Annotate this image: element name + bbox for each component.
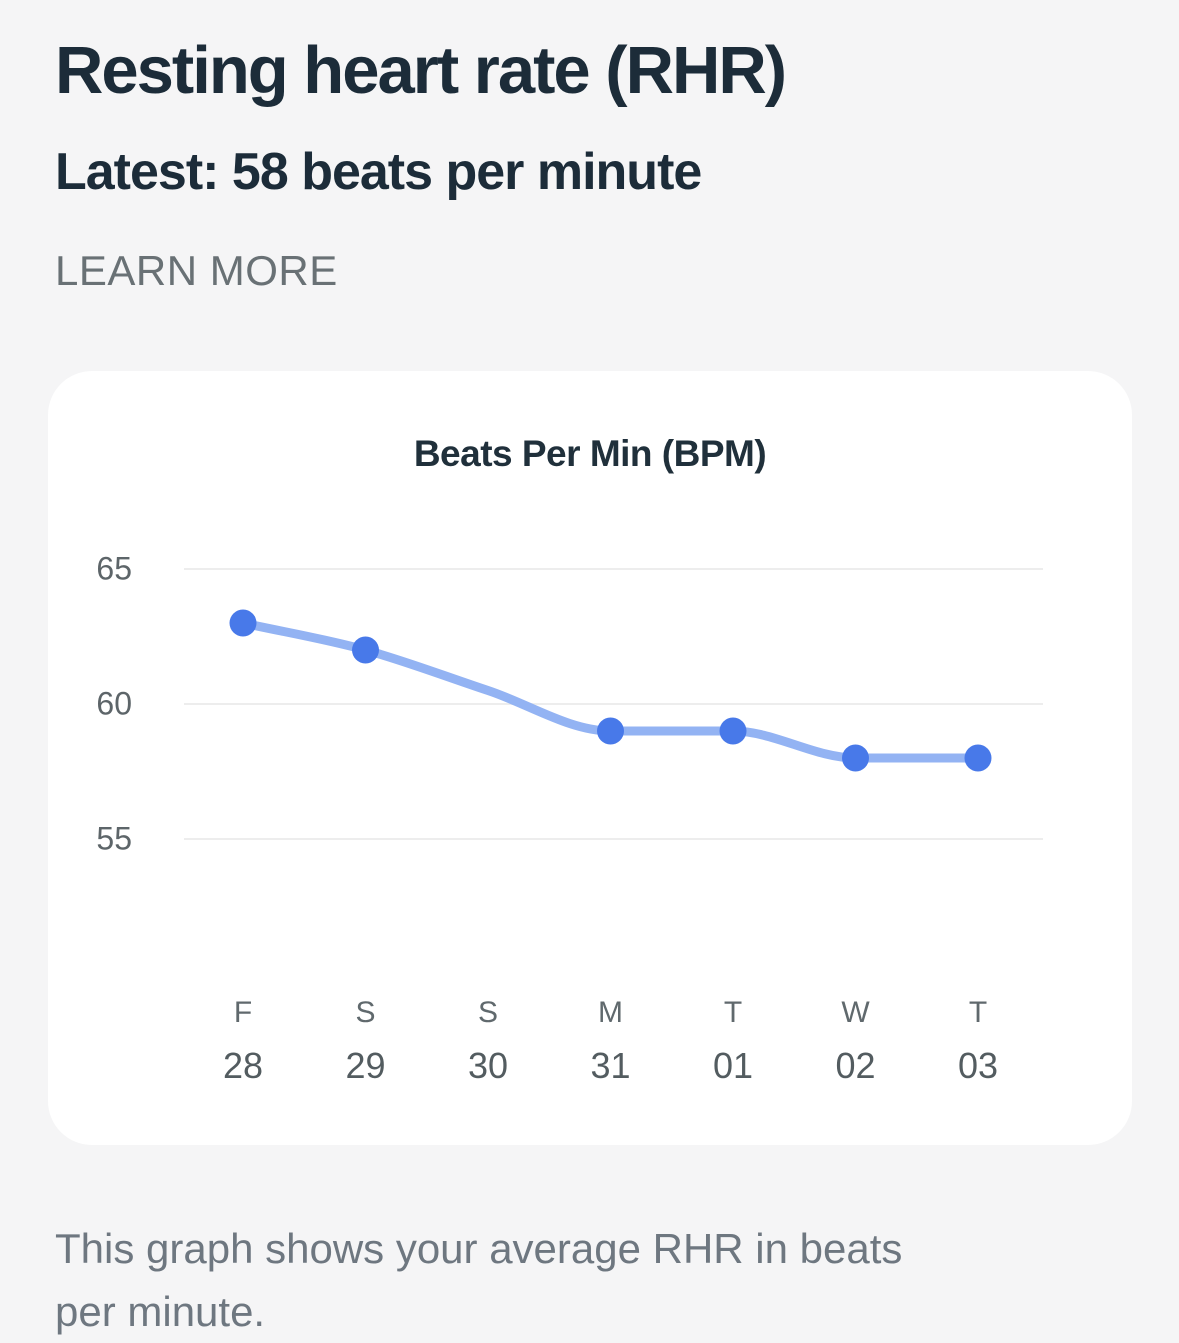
x-tick-day-letter: M [598,995,623,1029]
x-axis-tick-label: S 30 [433,993,543,1089]
x-tick-date: 30 [467,1044,509,1086]
data-point-marker[interactable] [719,717,747,745]
x-tick-day-letter: T [968,995,988,1029]
y-axis-tick-label: 65 [96,550,132,587]
y-axis-tick-label: 60 [96,685,132,722]
data-point-marker[interactable] [229,609,257,637]
x-axis-tick-label: W 02 [801,993,911,1089]
chart-title: Beats Per Min (BPM) [413,432,767,474]
x-axis-tick-label: T 03 [923,993,1033,1089]
x-tick-date: 03 [957,1044,999,1086]
chart-canvas[interactable] [48,371,1132,1145]
x-axis-tick-label: M 31 [556,993,666,1089]
x-axis-tick-label: S 29 [311,993,421,1089]
x-axis-tick-label: F 28 [188,993,298,1089]
x-tick-date: 28 [222,1044,264,1086]
x-tick-day-letter: T [723,995,743,1029]
data-point-marker[interactable] [964,744,992,772]
y-axis-tick-label: 55 [96,820,132,857]
x-tick-date: 29 [345,1044,386,1086]
x-tick-date: 01 [712,1044,754,1086]
page-title: Resting heart rate (RHR) [55,33,787,108]
latest-reading: Latest: 58 beats per minute [55,142,702,201]
x-axis-tick-label: T 01 [678,993,788,1089]
x-tick-day-letter: S [477,995,498,1029]
x-tick-day-letter: W [841,995,870,1029]
learn-more-link[interactable]: LEARN MORE [55,246,338,294]
x-tick-day-letter: S [355,995,376,1029]
data-point-marker[interactable] [597,717,624,745]
x-tick-day-letter: F [233,995,253,1029]
data-point-marker[interactable] [842,744,869,772]
chart-caption: This graph shows your average RHR in bea… [55,1224,903,1335]
chart-card: Beats Per Min (BPM) 65 60 55 F 28 S 29 S 30 M 31 T 0… [48,370,1132,1145]
rhr-line-chart[interactable]: 65 60 55 F 28 S 29 S 30 M 31 T 01 W 02 T 03 [48,371,1132,1145]
x-tick-date: 31 [590,1044,631,1086]
data-point-marker[interactable] [352,636,379,664]
x-tick-date: 02 [835,1044,876,1086]
